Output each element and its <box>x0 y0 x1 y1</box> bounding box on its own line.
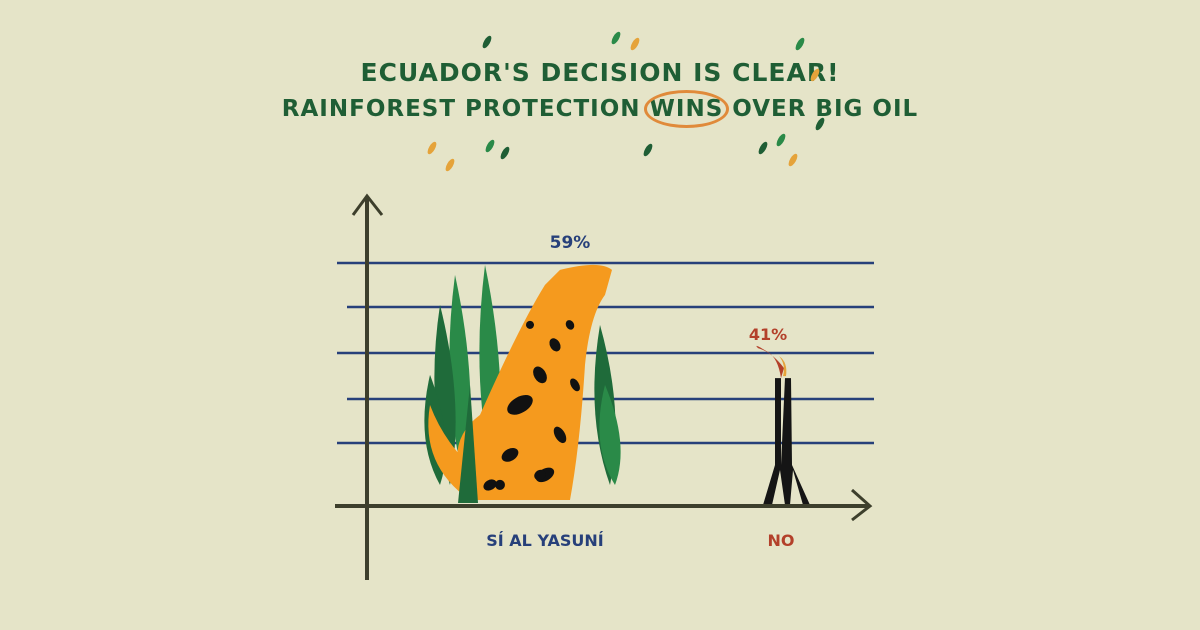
jaguar-spot <box>507 395 533 415</box>
jaguar-spot <box>553 426 567 444</box>
jaguar-spot <box>549 338 561 352</box>
jaguar-spot <box>483 479 497 491</box>
chart-title-line-2: RAINFOREST PROTECTION WINS OVER BIG OIL <box>0 90 1200 128</box>
title-highlight-wins: WINS <box>643 90 729 128</box>
confetti-leaf <box>482 35 492 49</box>
bars <box>424 264 810 505</box>
confetti-leaf <box>611 31 621 45</box>
x-axis-arrow-icon <box>851 488 873 522</box>
title-part: OVER BIG OIL <box>723 96 919 122</box>
jaguar-spot <box>533 366 547 384</box>
y-axis-arrow-icon <box>351 193 384 216</box>
bar-si-jaguar <box>424 264 621 503</box>
confetti-leaf <box>810 68 820 82</box>
bar-no-oil-rig <box>756 345 810 505</box>
confetti-decoration <box>427 31 825 172</box>
confetti-leaf <box>485 139 495 153</box>
confetti-leaf <box>776 133 786 147</box>
confetti-leaf <box>500 146 510 160</box>
chart-title-line-1: ECUADOR'S DECISION IS CLEAR! <box>360 58 840 87</box>
confetti-leaf <box>427 141 437 155</box>
oil-flame-inner <box>779 356 787 377</box>
confetti-leaf <box>758 141 768 155</box>
jaguar-spot <box>495 479 505 490</box>
jaguar-spot <box>534 469 546 481</box>
category-label-si: SÍ AL YASUNÍ <box>486 531 604 550</box>
data-label-si: 59% <box>550 233 591 253</box>
confetti-leaf <box>630 37 640 51</box>
data-label-no: 41% <box>749 325 787 344</box>
oil-flame <box>756 345 784 379</box>
jaguar-spot <box>501 447 519 462</box>
confetti-leaf <box>445 158 455 172</box>
confetti-leaf <box>815 117 825 131</box>
jaguar-spot <box>526 320 534 329</box>
confetti-leaf <box>788 153 798 167</box>
jaguar-spot <box>565 320 575 330</box>
title-part: RAINFOREST PROTECTION <box>281 96 650 122</box>
jaguar-spot <box>570 378 580 392</box>
plant-leaf <box>458 385 478 503</box>
confetti-leaf <box>795 37 805 51</box>
plant-leaf <box>599 384 621 485</box>
confetti-leaf <box>643 143 653 157</box>
category-label-no: NO <box>768 531 795 550</box>
oil-rig-tower <box>763 378 810 505</box>
